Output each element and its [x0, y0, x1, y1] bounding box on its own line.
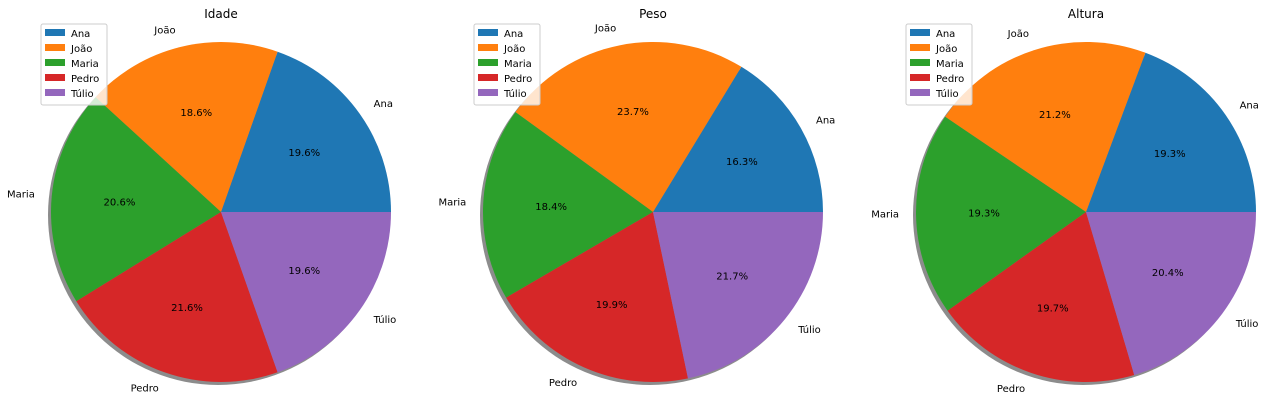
legend-label: João — [935, 44, 957, 55]
legend-swatch-Maria — [45, 59, 65, 66]
legend-swatch-João — [910, 44, 930, 51]
legend-swatch-Túlio — [910, 89, 930, 96]
percentage-label: 21.6% — [171, 303, 203, 314]
pie-slice-Maria — [482, 112, 653, 298]
pie-slice-Maria — [916, 116, 1086, 311]
slice-label: Túlio — [797, 324, 821, 336]
slice-label: Pedro — [997, 384, 1025, 395]
chart-title: Idade — [204, 7, 238, 21]
legend-label: Túlio — [70, 88, 94, 100]
pie-slice-Ana — [653, 66, 823, 213]
pie-slice-Túlio — [1086, 212, 1256, 376]
legend-swatch-Túlio — [45, 89, 65, 96]
pie-slice-Túlio — [221, 212, 391, 373]
legend-swatch-Pedro — [910, 74, 930, 81]
slice-label: Maria — [7, 189, 35, 200]
legend-swatch-Ana — [45, 29, 65, 36]
slice-label: Ana — [1240, 100, 1259, 111]
percentage-label: 18.4% — [535, 202, 567, 213]
slice-label: João — [153, 26, 175, 37]
percentage-label: 19.6% — [288, 148, 320, 159]
legend-swatch-Túlio — [478, 89, 498, 96]
legend-swatch-Pedro — [478, 74, 498, 81]
legend-swatch-João — [478, 44, 498, 51]
pie-slice-Ana — [1086, 52, 1256, 213]
legend: Ana João Maria Pedro Túlio — [40, 23, 108, 106]
slice-label: João — [1007, 29, 1029, 40]
percentage-label: 19.3% — [968, 208, 1000, 219]
percentage-label: 19.6% — [288, 266, 320, 277]
percentage-label: 20.6% — [104, 197, 136, 208]
pie-slice-João — [515, 41, 742, 212]
charts-container: Idade Ana 19.6% João 18.6% Maria 20.6% Pedro 21.… — [7, 7, 1259, 395]
percentage-label: 21.2% — [1039, 110, 1071, 121]
percentage-label: 21.7% — [716, 271, 748, 282]
slice-label: Túlio — [373, 314, 397, 326]
legend-label: João — [503, 44, 525, 55]
legend-swatch-João — [45, 44, 65, 51]
legend-swatch-Maria — [478, 59, 498, 66]
percentage-label: 19.3% — [1154, 149, 1186, 160]
slice-label: Ana — [816, 115, 835, 126]
legend-swatch-Ana — [910, 29, 930, 36]
pie-slice-Pedro — [76, 212, 278, 383]
pie-slice-Maria — [51, 97, 222, 302]
percentage-label: 16.3% — [726, 157, 758, 168]
percentage-label: 18.6% — [180, 108, 212, 119]
legend-label: Ana — [936, 29, 955, 40]
legend-label: Maria — [504, 59, 532, 70]
percentage-label: 19.9% — [596, 300, 628, 311]
slice-label: Pedro — [549, 378, 577, 389]
legend-label: Pedro — [504, 74, 532, 85]
legend: Ana João Maria Pedro Túlio — [905, 23, 973, 106]
legend: Ana João Maria Pedro Túlio — [473, 23, 541, 106]
percentage-label: 19.7% — [1037, 303, 1069, 314]
slice-label: Ana — [374, 99, 393, 110]
legend-swatch-Pedro — [45, 74, 65, 81]
slice-label: Pedro — [131, 383, 159, 394]
legend-label: Maria — [71, 59, 99, 70]
legend-label: Maria — [936, 59, 964, 70]
pie-slice-João — [945, 41, 1146, 212]
legend-label: João — [70, 44, 92, 55]
slice-label: Túlio — [1235, 318, 1259, 330]
legend-label: Túlio — [935, 88, 959, 100]
legend-swatch-Maria — [910, 59, 930, 66]
legend-label: Pedro — [71, 74, 99, 85]
percentage-label: 20.4% — [1152, 268, 1184, 279]
pie-slice-Pedro — [947, 212, 1135, 382]
pie-slice-Túlio — [653, 212, 823, 379]
pie-slice-Pedro — [506, 212, 688, 383]
slice-label: Maria — [438, 198, 466, 209]
slice-label: João — [594, 24, 616, 35]
legend-label: Túlio — [503, 88, 527, 100]
legend-label: Ana — [504, 29, 523, 40]
pie-chart-1: Peso Ana 16.3% João 23.7% Maria 18.4% Pedro 19.9… — [438, 7, 835, 389]
legend-label: Pedro — [936, 74, 964, 85]
percentage-label: 23.7% — [617, 107, 649, 118]
pie-chart-2: Altura Ana 19.3% João 21.2% Maria 19.3% Pedro 19… — [871, 7, 1259, 395]
legend-swatch-Ana — [478, 29, 498, 36]
pie-slice-João — [95, 42, 278, 213]
pie-chart-0: Idade Ana 19.6% João 18.6% Maria 20.6% Pedro 21.… — [7, 7, 396, 394]
pie-slice-Ana — [221, 51, 391, 213]
legend-label: Ana — [71, 29, 90, 40]
slice-label: Maria — [871, 209, 899, 220]
chart-title: Peso — [639, 7, 667, 21]
chart-title: Altura — [1068, 7, 1104, 21]
